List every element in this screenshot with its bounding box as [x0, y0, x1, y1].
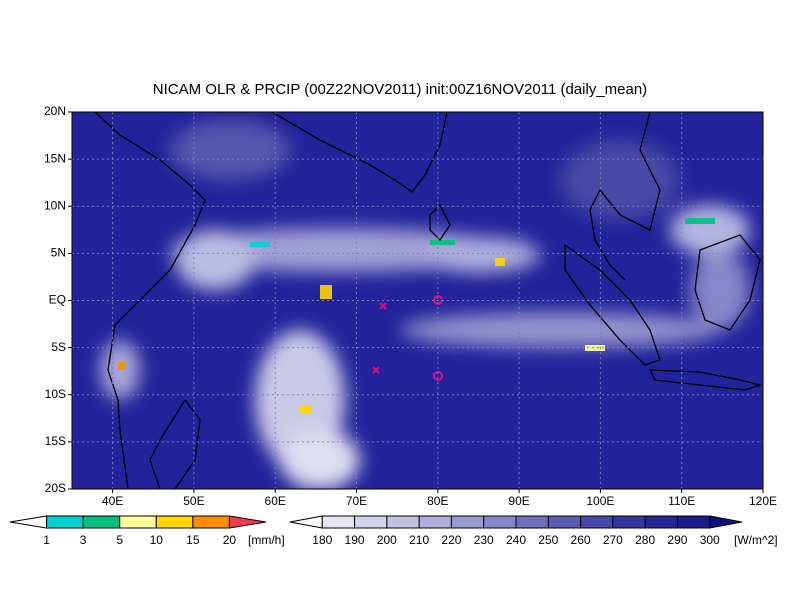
lon-tick-label: 40E	[102, 494, 123, 508]
colorbar-label: 290	[667, 533, 687, 547]
colorbar-box	[46, 515, 84, 529]
colorbar-arrow	[228, 515, 267, 529]
colorbar-box	[450, 515, 485, 529]
colorbar-label: 300	[700, 533, 720, 547]
coastline	[694, 234, 761, 331]
lon-tick-label: 60E	[265, 494, 286, 508]
lat-tick-label: 5S	[51, 340, 66, 354]
colorbar-unit: [W/m^2]	[734, 533, 778, 547]
colorbar-label: 15	[186, 533, 200, 547]
colorbar-label: 260	[571, 533, 591, 547]
colorbar-box	[418, 515, 452, 529]
colorbar-arrow	[9, 515, 48, 529]
lat-tick-label: 15N	[44, 151, 66, 165]
lat-tick-label: 20S	[45, 481, 66, 495]
lat-tick-label: 15S	[45, 434, 66, 448]
colorbar-label: 190	[345, 533, 365, 547]
lon-tick-label: 90E	[508, 494, 529, 508]
colorbar-label: 220	[441, 533, 461, 547]
lon-tick-label: 50E	[183, 494, 204, 508]
colorbar-label: 250	[538, 533, 558, 547]
lon-tick-label: 100E	[586, 494, 614, 508]
colorbar-box	[155, 515, 194, 529]
lat-tick-label: EQ	[49, 293, 66, 307]
colorbar-box	[644, 515, 678, 529]
coastline	[149, 399, 201, 489]
lon-tick-label: 70E	[346, 494, 367, 508]
colorbar-label: 20	[223, 533, 237, 547]
colorbar-box	[82, 515, 121, 529]
coastline	[648, 369, 763, 391]
colorbar-label: 10	[150, 533, 164, 547]
colorbar-box	[515, 515, 549, 529]
colorbar-arrow	[709, 515, 743, 529]
colorbar-box	[386, 515, 420, 529]
colorbar-label: 270	[603, 533, 623, 547]
lat-tick-label: 20N	[44, 104, 66, 118]
title: NICAM OLR & PRCIP (00Z22NOV2011) init:00…	[153, 81, 647, 98]
colorbar-label: 280	[635, 533, 655, 547]
lat-tick-label: 10N	[44, 198, 66, 212]
colorbar-label: 1	[43, 533, 50, 547]
colorbar-label: 240	[506, 533, 526, 547]
colorbar-box	[580, 515, 614, 529]
coastline	[564, 243, 661, 366]
coastline	[589, 112, 661, 281]
colorbar-box	[354, 515, 388, 529]
colorbars: 1 3 5 10 15 20 [mm/h] 180 190 200 210 220 230 240 250 2…	[9, 515, 778, 547]
coastline	[94, 112, 206, 489]
lon-tick-label: 120E	[749, 494, 777, 508]
colorbar-label: 5	[116, 533, 123, 547]
grid	[72, 112, 763, 489]
lat-tick-label: 10S	[45, 387, 66, 401]
colorbar-box	[483, 515, 517, 529]
colorbar-label: 200	[377, 533, 397, 547]
colorbar-box	[192, 515, 230, 529]
coastline	[271, 112, 448, 193]
colorbar-box	[676, 515, 711, 529]
colorbar-box	[612, 515, 646, 529]
colorbar-label: 180	[312, 533, 332, 547]
colorbar-box	[547, 515, 582, 529]
station-marker	[372, 302, 387, 374]
lon-tick-label: 80E	[427, 494, 448, 508]
colorbar-label: 3	[80, 533, 87, 547]
lat-tick-label: 5N	[51, 246, 66, 260]
colorbar-box	[119, 515, 157, 529]
colorbar-label: 210	[409, 533, 429, 547]
colorbar-label: 230	[474, 533, 494, 547]
colorbar-unit: [mm/h]	[248, 533, 285, 547]
colorbar-arrow	[289, 515, 323, 529]
colorbar-box	[321, 515, 356, 529]
lon-tick-label: 110E	[668, 494, 695, 508]
